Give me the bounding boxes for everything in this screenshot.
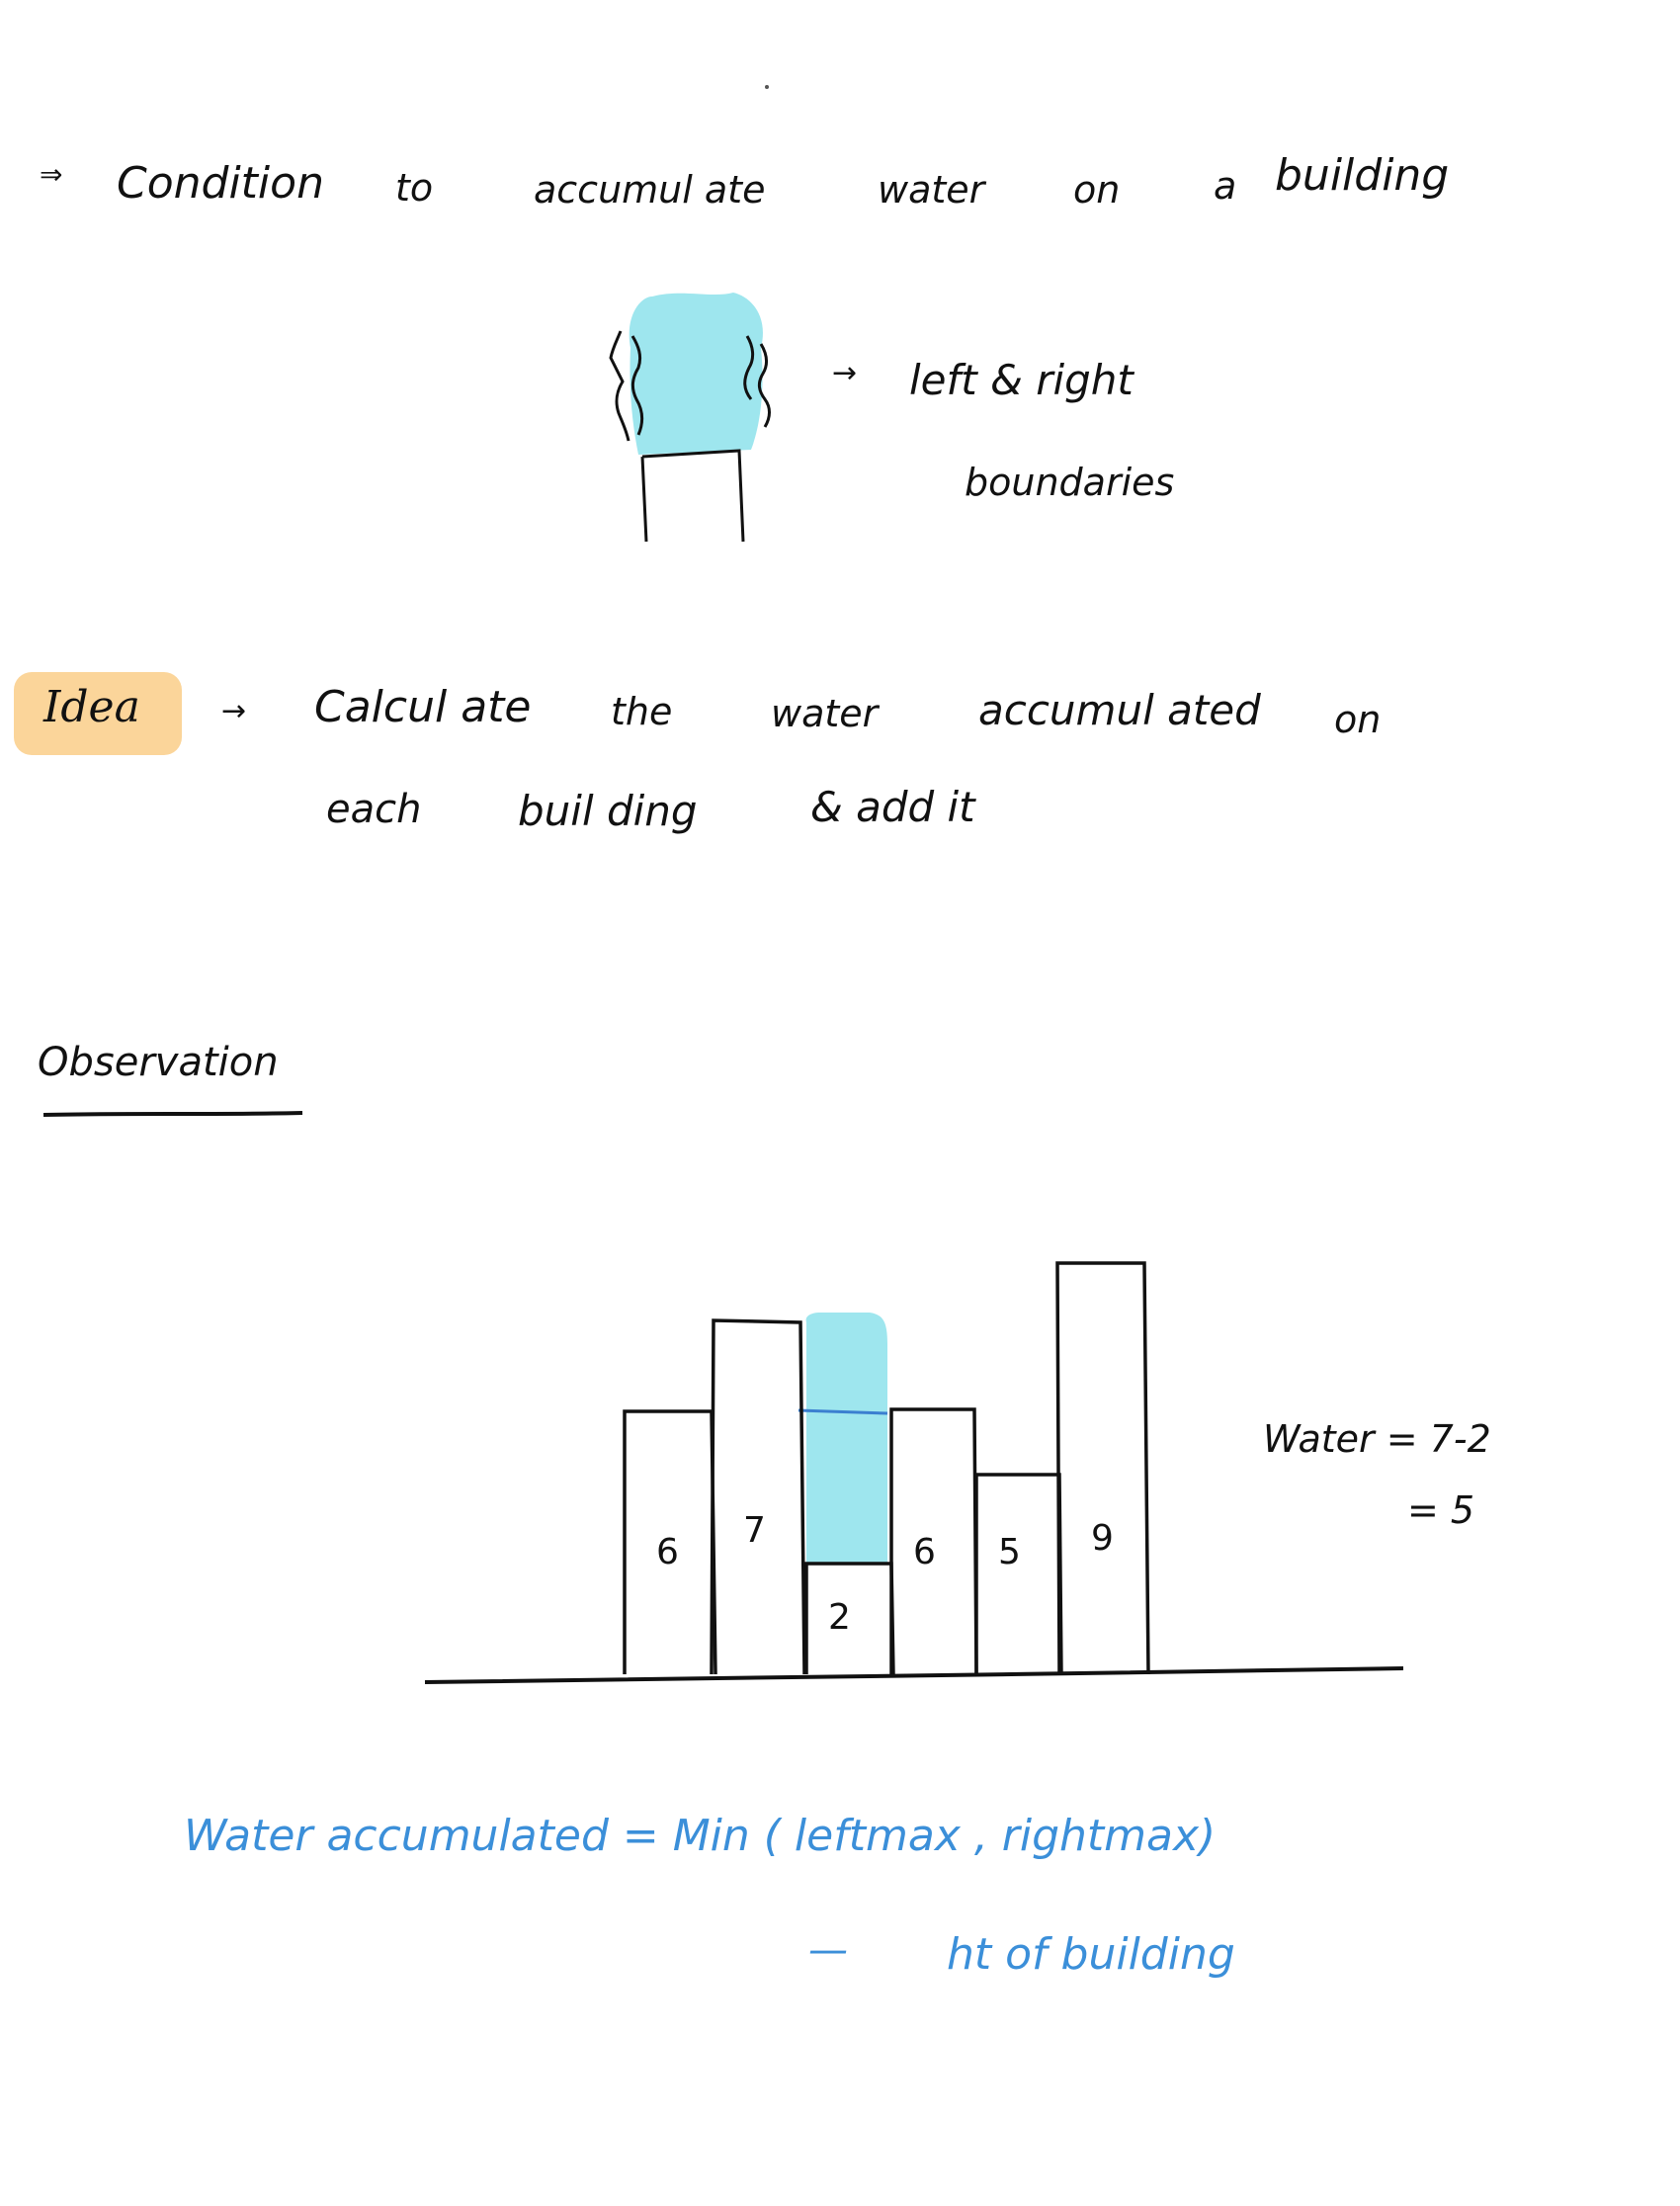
idea-highlight	[14, 672, 182, 755]
idea-word-the: the	[611, 690, 673, 733]
observation-underline	[42, 1111, 303, 1117]
word-to: to	[395, 166, 434, 210]
idea-label: Idea	[43, 682, 140, 732]
idea-word-on: on	[1334, 698, 1382, 741]
buildings	[623, 1261, 1150, 1675]
boundary-arrow: →	[832, 356, 858, 390]
observation-heading: Observation	[38, 1040, 279, 1085]
idea-word-each: each	[326, 787, 422, 832]
water-level-line	[798, 1408, 888, 1415]
word-on: on	[1073, 168, 1121, 212]
idea-arrow: →	[221, 694, 247, 728]
formula-line2: ht of building	[947, 1929, 1235, 1980]
water-blob	[629, 293, 763, 455]
small-building	[640, 449, 745, 543]
water-on-building-sketch	[609, 293, 771, 543]
right-boundary-wave-2	[757, 343, 771, 428]
left-boundary-wave-2	[630, 335, 644, 436]
word-a: a	[1214, 164, 1237, 208]
idea-word-accumulated: accumul ated	[978, 686, 1261, 734]
word-accumulate: accumul ate	[534, 168, 766, 212]
height-label-1: 6	[656, 1532, 679, 1572]
water-fill	[805, 1313, 887, 1564]
idea-word-add-it: & add it	[810, 783, 975, 831]
height-label-6: 9	[1091, 1518, 1114, 1559]
left-boundary-wave	[609, 330, 630, 442]
implies-arrow: ⇒	[40, 158, 63, 191]
idea-word-calculate: Calcul ate	[314, 682, 532, 732]
boundary-note-line1: left & right	[909, 356, 1134, 404]
water-calc-line2: = 5	[1407, 1488, 1475, 1532]
building-6	[1055, 1261, 1150, 1675]
idea-word-building: buil ding	[518, 787, 698, 835]
height-label-5: 5	[998, 1532, 1021, 1572]
height-label-2: 7	[743, 1510, 766, 1551]
word-condition: Condition	[117, 158, 324, 209]
height-label-3: 2	[828, 1597, 851, 1638]
formula-dash: —	[808, 1927, 848, 1973]
boundary-note-line2: boundaries	[965, 461, 1175, 504]
stray-dot	[765, 85, 769, 89]
formula-line1: Water accumulated = Min ( leftmax , righ…	[184, 1811, 1217, 1861]
right-boundary-wave	[743, 335, 755, 400]
building-2	[710, 1318, 806, 1675]
word-water: water	[878, 168, 985, 212]
water-calc-line1: Water = 7-2	[1263, 1417, 1491, 1461]
idea-word-water: water	[771, 692, 879, 735]
building-5	[974, 1473, 1063, 1675]
word-building: building	[1275, 150, 1450, 201]
height-label-4: 6	[913, 1532, 936, 1572]
ground-line	[424, 1666, 1404, 1684]
